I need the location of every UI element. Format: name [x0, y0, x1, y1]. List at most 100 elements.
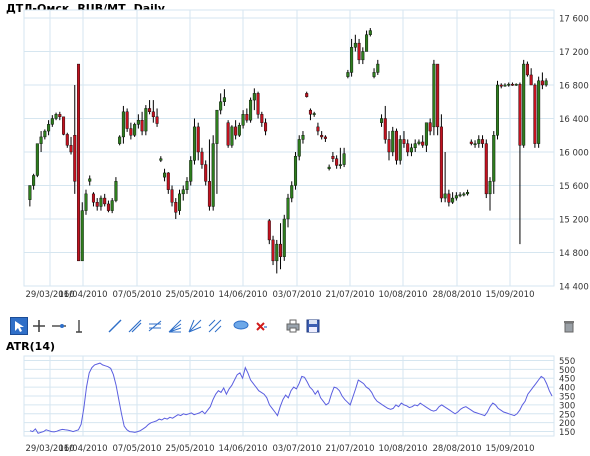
candle-body: [148, 108, 152, 112]
candle-body: [522, 63, 526, 146]
delete-drawings-button[interactable]: [252, 317, 270, 335]
atr-y-tick-label: 450: [559, 375, 575, 385]
atr-y-tick-label: 500: [559, 366, 575, 376]
delete-drawings-icon: [256, 322, 267, 331]
candle-body: [469, 141, 473, 144]
candle-body: [50, 118, 54, 125]
x-tick-label: 16/04/2010: [59, 290, 108, 300]
x-tick-label: 07/05/2010: [113, 290, 162, 300]
candle-body: [58, 114, 62, 118]
atr-title: ATR(14): [6, 340, 55, 353]
print-icon: [286, 319, 300, 333]
candle-body: [301, 135, 305, 140]
candle-body: [39, 136, 43, 144]
x-tick-label: 10/08/2010: [379, 290, 428, 300]
crosshair-icon: [33, 320, 45, 332]
trash-button[interactable]: [560, 317, 578, 335]
comment-tool-button[interactable]: [232, 317, 250, 335]
candle-body: [200, 151, 204, 165]
candle-body: [88, 178, 92, 182]
candle-body: [106, 203, 110, 211]
candle-body: [499, 84, 503, 87]
candle-body: [144, 108, 148, 132]
candle-body: [73, 135, 77, 182]
candle-body: [279, 243, 283, 257]
candle-body: [327, 166, 331, 169]
candle-body: [323, 136, 327, 139]
candle-body: [166, 172, 170, 190]
candle-body: [518, 83, 522, 146]
candle-body: [503, 84, 507, 87]
candle-body: [159, 158, 163, 161]
candle-body: [342, 153, 346, 165]
candle-body: [222, 97, 226, 102]
candle-body: [507, 83, 511, 86]
x-tick-label: 25/05/2010: [166, 290, 215, 300]
candle-body: [529, 74, 533, 86]
horizontal-line-tool-button[interactable]: [50, 317, 68, 335]
candle-body: [54, 114, 58, 119]
candle-body: [484, 143, 488, 195]
atr-y-tick-label: 350: [559, 393, 575, 403]
candle-body: [170, 189, 174, 203]
candle-body: [114, 181, 118, 201]
candle-body: [297, 139, 301, 157]
candle-body: [312, 113, 316, 115]
candle-body: [185, 181, 189, 190]
candle-body: [413, 143, 417, 149]
candle-body: [346, 72, 350, 77]
candle-body: [488, 181, 492, 195]
atr-x-tick-label: 03/07/2010: [273, 444, 322, 454]
print-button[interactable]: [284, 317, 302, 335]
candle-body: [533, 84, 537, 144]
candle-body: [544, 80, 548, 86]
candle-body: [125, 111, 129, 129]
atr-x-tick-label: 25/05/2010: [166, 444, 215, 454]
candle-body: [458, 194, 462, 197]
candle-body: [436, 63, 440, 128]
candle-body: [62, 116, 66, 135]
candle-body: [256, 93, 260, 115]
candle-body: [510, 83, 514, 86]
candle-body: [207, 181, 211, 207]
candle-body: [477, 139, 481, 144]
candle-body: [331, 155, 335, 159]
cursor-tool-button[interactable]: [10, 317, 28, 335]
price-chart[interactable]: 14 400 14 800 15 200 15 600 16 000 16 400 16 8…: [0, 0, 590, 300]
gann-line-tool-button[interactable]: [186, 317, 204, 335]
candle-body: [249, 99, 253, 121]
atr-y-tick-label: 550: [559, 357, 575, 367]
y-tick-label: 14 400: [559, 283, 589, 293]
candle-body: [219, 101, 223, 111]
atr-x-tick-label: 28/08/2010: [433, 444, 482, 454]
pitchfork-tool-button[interactable]: [206, 317, 224, 335]
trend-line-tool-button[interactable]: [106, 317, 124, 335]
crosshair-tool-button[interactable]: [30, 317, 48, 335]
candle-body: [237, 124, 241, 136]
candle-body: [365, 34, 369, 52]
atr-x-tick-label: 14/06/2010: [219, 444, 268, 454]
x-tick-label: 03/07/2010: [273, 290, 322, 300]
candle-body: [241, 114, 245, 126]
candle-body: [118, 136, 122, 144]
parallel-channel-tool-button[interactable]: [146, 317, 164, 335]
parallel-channel-icon: [148, 320, 162, 332]
trash-icon: [564, 321, 574, 333]
candle-body: [466, 191, 470, 195]
candle-body: [353, 42, 357, 48]
candle-body: [391, 130, 395, 153]
candle-body: [121, 111, 125, 138]
candle-body: [372, 72, 376, 77]
candle-body: [495, 84, 500, 136]
save-button[interactable]: [304, 317, 322, 335]
atr-x-tick-label: 21/07/2010: [326, 444, 375, 454]
candle-body: [65, 134, 69, 146]
x-tick-label: 15/09/2010: [486, 290, 535, 300]
ray-line-tool-button[interactable]: [126, 317, 144, 335]
fibonacci-fan-tool-button[interactable]: [166, 317, 184, 335]
vertical-line-tool-button[interactable]: [70, 317, 88, 335]
y-tick-label: 15 600: [559, 182, 589, 192]
atr-y-tick-label: 250: [559, 410, 575, 420]
atr-y-tick-label: 400: [559, 384, 575, 394]
